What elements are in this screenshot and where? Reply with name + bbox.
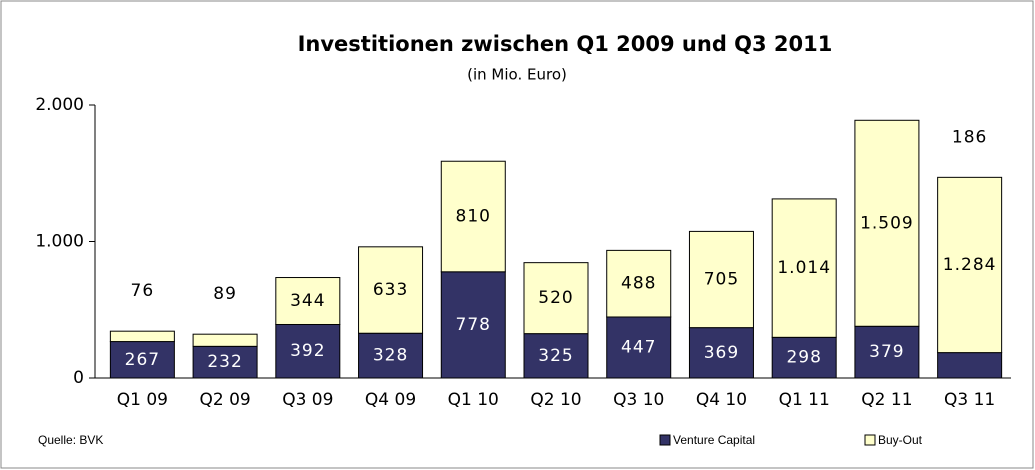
legend-swatch <box>864 434 876 446</box>
data-label: 778 <box>456 315 491 335</box>
bar-segment <box>358 246 424 334</box>
bar-segment <box>192 333 258 347</box>
data-label: 520 <box>538 288 573 308</box>
legend-swatch <box>659 434 671 446</box>
data-label: 447 <box>621 337 656 357</box>
data-label: 810 <box>456 207 491 227</box>
bar-segment <box>688 230 754 329</box>
legend-label: Buy-Out <box>878 433 923 447</box>
bar-segment <box>771 336 837 379</box>
x-tick-label: Q3 09 <box>282 390 333 410</box>
data-label: 186 <box>952 127 987 147</box>
data-label: 369 <box>704 343 739 363</box>
data-label: 633 <box>373 280 408 300</box>
data-label: 267 <box>125 350 160 370</box>
x-tick-label: Q2 11 <box>861 390 912 410</box>
data-label: 325 <box>538 346 573 366</box>
x-tick-label: Q2 09 <box>199 390 250 410</box>
bar-segment <box>606 316 672 379</box>
bar-segment <box>109 330 175 343</box>
x-tick-label: Q4 10 <box>696 390 747 410</box>
bar-segment <box>771 198 837 338</box>
data-label: 232 <box>207 352 242 372</box>
data-label: 328 <box>373 346 408 366</box>
data-label: 1.284 <box>943 255 997 275</box>
y-tick-label: 1.000 <box>35 232 84 252</box>
data-label: 1.014 <box>777 258 831 278</box>
x-tick-label: Q1 10 <box>448 390 499 410</box>
data-label: 392 <box>290 341 325 361</box>
bar-segment <box>440 271 506 379</box>
source: Quelle: BVK <box>38 433 103 447</box>
bar-segment <box>606 249 672 318</box>
bar-segment <box>275 277 341 325</box>
data-label: 76 <box>131 281 155 301</box>
data-label: 488 <box>621 274 656 294</box>
y-tick-label: 2.000 <box>35 95 84 115</box>
data-label: 705 <box>704 270 739 290</box>
bar-segment <box>854 325 920 379</box>
x-tick-label: Q4 09 <box>365 390 416 410</box>
data-label: 1.509 <box>860 213 914 233</box>
bar-segment <box>109 341 175 379</box>
data-label: 298 <box>786 348 821 368</box>
bar-segment <box>854 119 920 327</box>
legend-label: Venture Capital <box>673 433 755 447</box>
bar-segment <box>688 327 754 379</box>
bar-segment <box>937 352 1003 379</box>
data-label: 379 <box>869 342 904 362</box>
bar-segment <box>440 160 506 273</box>
x-tick-label: Q1 09 <box>117 390 168 410</box>
data-label: 89 <box>213 284 237 304</box>
y-tick-label: 0 <box>73 368 84 388</box>
chart-subtitle: (in Mio. Euro) <box>467 66 567 84</box>
x-tick-label: Q2 10 <box>530 390 581 410</box>
x-tick-label: Q3 11 <box>944 390 995 410</box>
bar-segment <box>523 262 589 335</box>
bar-segment <box>937 176 1003 354</box>
data-label: 344 <box>290 291 325 311</box>
bar-segment <box>523 333 589 379</box>
chart-title: Investitionen zwischen Q1 2009 und Q3 20… <box>298 32 833 56</box>
x-tick-label: Q3 10 <box>613 390 664 410</box>
x-tick-label: Q1 11 <box>779 390 830 410</box>
